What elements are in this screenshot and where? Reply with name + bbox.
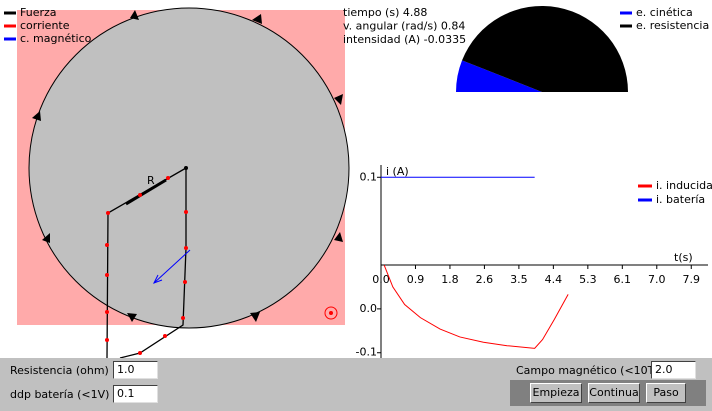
voltage-input[interactable]: 0.1 [113,385,158,403]
readout: intensidad (A) -0.0335 [343,33,466,46]
y-axis-label: i (A) [386,165,409,178]
field-direction-dot [329,311,333,315]
voltage-label: ddp batería (<1V) [10,388,110,401]
readout: v. angular (rad/s) 0.84 [343,20,465,33]
x-tick-label: 0.0 [372,273,390,286]
chart-legend-label: i. batería [656,193,705,206]
field-label: Campo magnético (<10T) [516,364,659,377]
x-tick-label: 0.9 [407,273,425,286]
chart-legend-label: i. inducida [656,179,712,192]
x-tick-label: 6.1 [614,273,632,286]
pie-slice [456,60,542,92]
x-tick-label: 1.8 [441,273,459,286]
step-button[interactable]: Paso [646,383,686,403]
x-tick-label: 2.6 [476,273,494,286]
pie-legend-label: e. cinética [636,6,693,19]
current-line [383,264,569,349]
pie-legend-label: e. resistencia [636,19,709,32]
field-direction [324,306,338,320]
legend-label: c. magnético [20,32,92,45]
continue-button[interactable]: Continua [588,383,640,403]
x-tick-label: 4.4 [545,273,563,286]
start-button[interactable]: Empieza [530,383,582,403]
field-vector-head [152,274,163,284]
button-bar: Empieza Continua Paso [510,380,706,406]
legend-label: Fuerza [20,6,57,19]
resistance-label: Resistencia (ohm) [10,364,109,377]
loop-label: R [147,174,155,187]
field-input[interactable]: 2.0 [651,361,696,379]
pie-slice [462,5,628,93]
x-tick-label: 7.0 [648,273,666,286]
rotor-disc [28,7,350,329]
x-tick-label: 5.3 [579,273,597,286]
field-vector [153,249,191,284]
x-axis-label: t(s) [674,251,693,264]
y-tick-label: -0.1 [356,346,377,358]
y-tick-label: 0.1 [360,170,378,183]
disc-markers [32,10,343,322]
y-tick-label: 0.0 [360,302,378,315]
x-tick-label: 3.5 [510,273,528,286]
resistance-input[interactable]: 1.0 [113,361,158,379]
legend-label: corriente [20,19,70,32]
x-tick-label: 7.9 [683,273,701,286]
readout: tiempo (s) 4.88 [343,6,427,19]
control-panel: Resistencia (ohm) 1.0 ddp batería (<1V) … [0,358,712,411]
current-dots [105,176,188,355]
pivot [184,166,188,170]
